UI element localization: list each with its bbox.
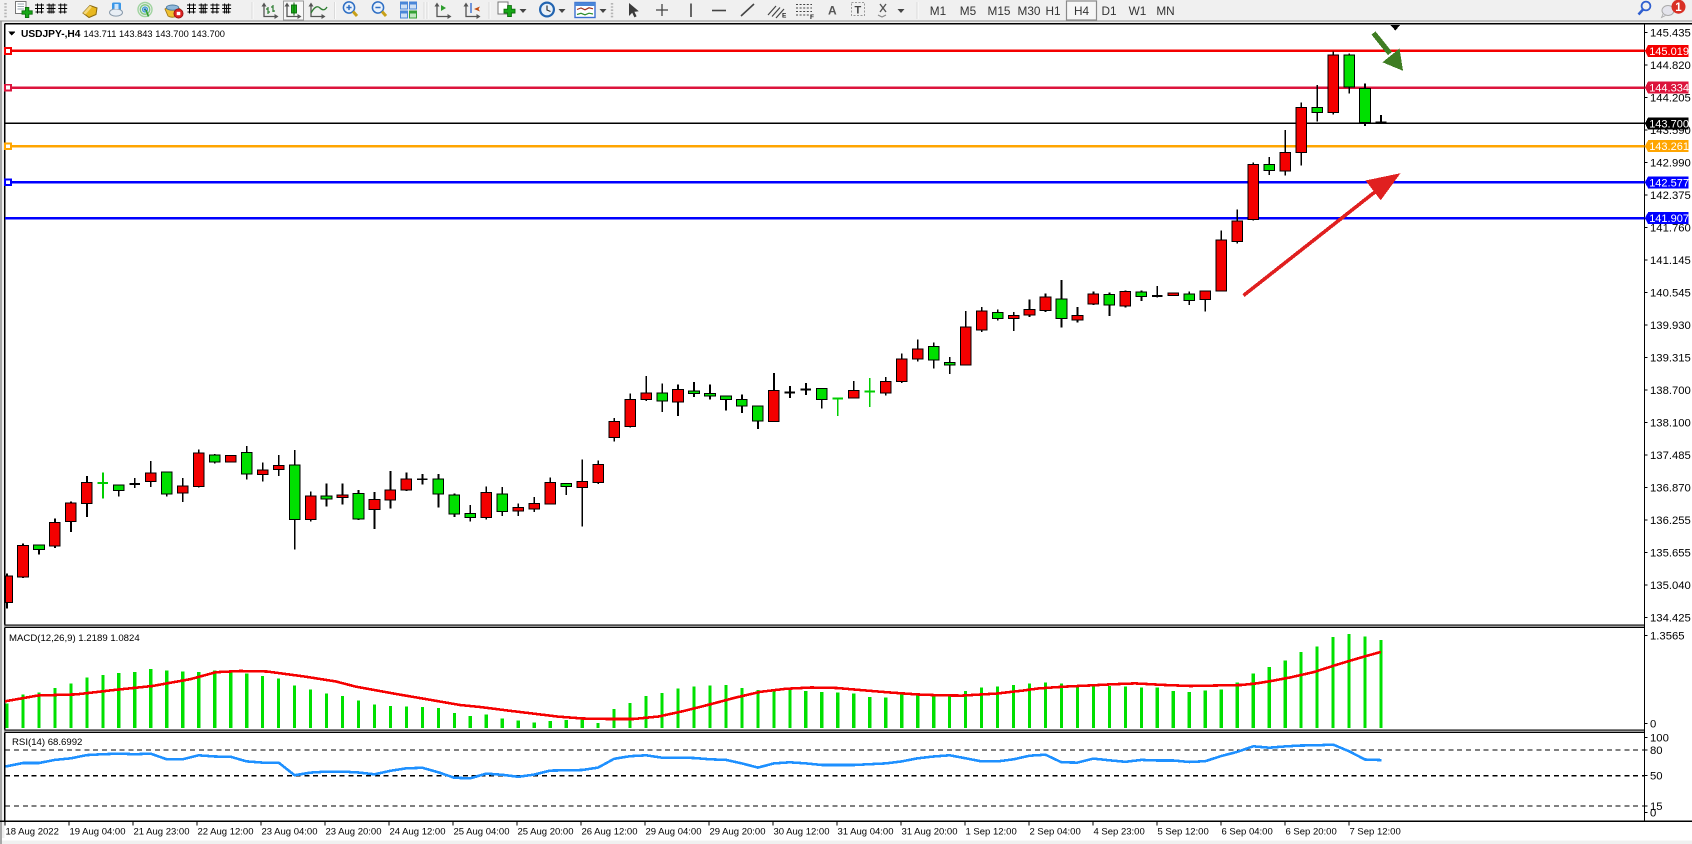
- svg-text:MACD(12,26,9) 1.2189 1.0824: MACD(12,26,9) 1.2189 1.0824: [9, 633, 140, 644]
- svg-text:143.700: 143.700: [1649, 118, 1689, 130]
- svg-text:M15: M15: [988, 4, 1011, 18]
- svg-text:25 Aug 04:00: 25 Aug 04:00: [454, 826, 510, 837]
- svg-text:6 Sep 20:00: 6 Sep 20:00: [1286, 826, 1337, 837]
- svg-text:142.577: 142.577: [1649, 177, 1689, 189]
- svg-text:144.205: 144.205: [1650, 92, 1691, 104]
- svg-text:136.870: 136.870: [1650, 482, 1691, 494]
- svg-text:5 Sep 12:00: 5 Sep 12:00: [1158, 826, 1209, 837]
- svg-text:25 Aug 20:00: 25 Aug 20:00: [518, 826, 574, 837]
- svg-text:D1: D1: [1101, 4, 1116, 18]
- svg-text:23 Aug 20:00: 23 Aug 20:00: [326, 826, 382, 837]
- svg-text:144.334: 144.334: [1649, 83, 1689, 95]
- svg-text:T: T: [855, 5, 862, 17]
- svg-text:143.711 143.843 143.700 143.70: 143.711 143.843 143.700 143.700: [84, 29, 225, 39]
- svg-text:24 Aug 12:00: 24 Aug 12:00: [390, 826, 446, 837]
- svg-text:26 Aug 12:00: 26 Aug 12:00: [582, 826, 638, 837]
- svg-text:1.3565: 1.3565: [1650, 630, 1685, 642]
- svg-text:141.760: 141.760: [1650, 222, 1691, 234]
- svg-text:21 Aug 23:00: 21 Aug 23:00: [134, 826, 190, 837]
- svg-text:135.655: 135.655: [1650, 547, 1691, 559]
- svg-text:138.100: 138.100: [1650, 417, 1691, 429]
- svg-text:139.930: 139.930: [1650, 320, 1691, 332]
- svg-text:145.019: 145.019: [1649, 46, 1689, 58]
- svg-text:M5: M5: [960, 4, 977, 18]
- svg-text:RSI(14) 68.6992: RSI(14) 68.6992: [12, 737, 82, 748]
- svg-text:18 Aug 2022: 18 Aug 2022: [6, 826, 59, 837]
- svg-text:M30: M30: [1018, 4, 1041, 18]
- svg-text:H1: H1: [1045, 4, 1060, 18]
- svg-text:136.255: 136.255: [1650, 515, 1691, 527]
- svg-text:134.425: 134.425: [1650, 612, 1691, 624]
- svg-text:H4: H4: [1074, 4, 1090, 18]
- svg-text:23 Aug 04:00: 23 Aug 04:00: [262, 826, 318, 837]
- svg-text:0: 0: [1650, 719, 1656, 731]
- svg-text:50: 50: [1650, 771, 1663, 783]
- svg-text:USDJPY-,H4: USDJPY-,H4: [21, 29, 81, 40]
- svg-text:145.435: 145.435: [1650, 27, 1691, 39]
- svg-text:A: A: [828, 4, 837, 18]
- svg-text:1: 1: [1675, 2, 1682, 14]
- svg-text:M1: M1: [930, 4, 946, 18]
- svg-text:0: 0: [1650, 807, 1656, 819]
- svg-text:31 Aug 20:00: 31 Aug 20:00: [902, 826, 958, 837]
- svg-text:137.485: 137.485: [1650, 450, 1691, 462]
- svg-text:30 Aug 12:00: 30 Aug 12:00: [774, 826, 830, 837]
- svg-text:138.700: 138.700: [1650, 385, 1691, 397]
- svg-text:29 Aug 04:00: 29 Aug 04:00: [646, 826, 702, 837]
- svg-text:31 Aug 04:00: 31 Aug 04:00: [838, 826, 894, 837]
- svg-text:F: F: [810, 14, 814, 21]
- svg-text:142.375: 142.375: [1650, 190, 1691, 202]
- svg-text:100: 100: [1650, 733, 1669, 745]
- svg-text:141.907: 141.907: [1649, 213, 1689, 225]
- svg-text:W1: W1: [1129, 4, 1147, 18]
- svg-text:22 Aug 12:00: 22 Aug 12:00: [198, 826, 254, 837]
- svg-text:MN: MN: [1156, 4, 1174, 18]
- svg-text:6 Sep 04:00: 6 Sep 04:00: [1222, 826, 1273, 837]
- svg-text:144.820: 144.820: [1650, 60, 1691, 72]
- svg-text:141.145: 141.145: [1650, 255, 1691, 267]
- svg-text:7 Sep 12:00: 7 Sep 12:00: [1350, 826, 1401, 837]
- svg-text:29 Aug 20:00: 29 Aug 20:00: [710, 826, 766, 837]
- svg-text:2 Sep 04:00: 2 Sep 04:00: [1030, 826, 1081, 837]
- svg-text:1 Sep 12:00: 1 Sep 12:00: [966, 826, 1017, 837]
- svg-text:139.315: 139.315: [1650, 352, 1691, 364]
- svg-text:4 Sep 23:00: 4 Sep 23:00: [1094, 826, 1145, 837]
- svg-text:80: 80: [1650, 745, 1663, 757]
- svg-text:143.261: 143.261: [1649, 141, 1689, 153]
- svg-text:15: 15: [1650, 801, 1663, 813]
- svg-text:140.545: 140.545: [1650, 287, 1691, 299]
- svg-text:142.990: 142.990: [1650, 157, 1691, 169]
- svg-text:E: E: [782, 13, 787, 20]
- svg-text:135.040: 135.040: [1650, 580, 1691, 592]
- svg-text:19 Aug 04:00: 19 Aug 04:00: [70, 826, 126, 837]
